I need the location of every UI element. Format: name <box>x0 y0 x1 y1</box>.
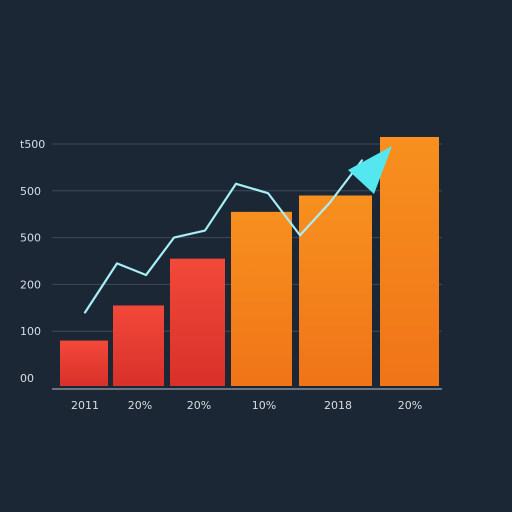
bar <box>113 305 164 386</box>
x-tick-label: 2018 <box>324 399 352 412</box>
bar <box>170 258 225 386</box>
y-tick-label: 00 <box>20 372 34 385</box>
y-tick-label: 200 <box>20 278 41 291</box>
x-tick-label: 2011 <box>71 399 99 412</box>
x-tick-label: 20% <box>398 399 422 412</box>
x-tick-label: 10% <box>252 399 276 412</box>
y-axis-ticks: 00 100 200 500 500 t500 <box>20 138 45 385</box>
y-tick-label: t500 <box>20 138 45 151</box>
bar <box>380 136 439 386</box>
bar <box>231 211 292 386</box>
trend-arrow-head <box>348 146 392 194</box>
trend-line <box>83 159 364 314</box>
y-tick-label: 500 <box>20 185 41 198</box>
bar-series <box>60 136 439 386</box>
x-tick-label: 20% <box>187 399 211 412</box>
x-tick-label: 20% <box>128 399 152 412</box>
bar <box>299 195 372 386</box>
y-tick-label: 500 <box>20 232 41 245</box>
y-tick-label: 100 <box>20 325 41 338</box>
bar <box>60 340 108 386</box>
trend-line-series <box>83 146 392 314</box>
x-axis-ticks: 2011 20% 20% 10% 2018 20% <box>71 399 422 412</box>
